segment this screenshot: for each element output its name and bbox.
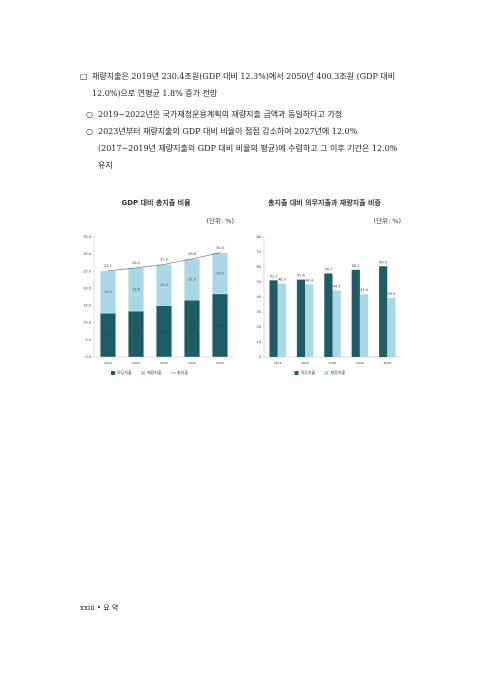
legend-label: 재량지출 [147, 369, 162, 375]
y-tick-label: 0.0 [85, 355, 91, 359]
x-tick-label: 2040 [356, 361, 364, 365]
bar [332, 290, 341, 357]
bar [269, 280, 278, 357]
main-text: 재량지출은 2019년 230.4조원(GDP 대비 12.3%)에서 2050… [92, 72, 396, 98]
value-label: 12.6 [132, 287, 140, 291]
y-tick-label: 20 [257, 325, 261, 329]
value-label: 55.7 [324, 267, 332, 271]
chart-title: 총지출 대비 의무지출과 재량지출 비중 [268, 198, 381, 207]
bullet-text: 2023년부터 재량지출의 GDP 대비 비율이 점점 감소하여 2027년에 … [98, 127, 398, 170]
legend-swatch [324, 371, 329, 375]
legend-label: 의무지출 [117, 369, 132, 375]
value-label: 41.9 [360, 288, 368, 292]
y-tick-label: 70 [257, 250, 261, 254]
value-label: 12.8 [104, 333, 112, 337]
value-label: 28.6 [188, 252, 196, 256]
x-tick-label: 2019 [104, 361, 112, 365]
legend-swatch [111, 371, 115, 375]
page-footer: xxiii • 요 약 [80, 604, 119, 612]
bullet-text: 2019~2022년은 국가재정운용계획의 재량지출 금액과 동일하다고 가정 [98, 110, 343, 119]
total-line [107, 252, 221, 272]
y-tick-label: 10.0 [83, 321, 91, 325]
bullet-item: ○ 2019~2022년은 국가재정운용계획의 재량지출 금액과 동일하다고 가… [86, 106, 406, 123]
value-label: 44.3 [333, 285, 341, 289]
y-tick-label: 5.0 [85, 338, 91, 342]
y-tick-label: 10 [257, 340, 261, 344]
bar [277, 283, 286, 357]
x-tick-label: 2030 [329, 361, 337, 365]
value-label: 16.6 [188, 327, 196, 331]
value-label: 51.1 [270, 274, 278, 278]
legend-label: 의무지출 [301, 369, 316, 375]
legend-swatch [294, 371, 299, 375]
x-tick-label: 2025 [301, 361, 309, 365]
legend-label: 재량지출 [331, 369, 346, 375]
value-label: 48.9 [278, 278, 286, 282]
box-bullet: □ [80, 72, 88, 81]
x-tick-label: 2050 [216, 361, 224, 365]
bar [351, 269, 360, 357]
unit-label: (단위: %) [374, 216, 401, 225]
bar [379, 266, 388, 357]
bar [324, 273, 333, 357]
value-label: 51.6 [297, 274, 305, 278]
bar [387, 297, 396, 357]
bar-segment [212, 252, 228, 295]
value-label: 25.1 [104, 264, 112, 268]
unit-label: (단위: %) [207, 216, 234, 225]
chart: 총지출 대비 의무지출과 재량지출 비중(단위: %)0102030405060… [257, 198, 401, 375]
circle-bullet: ○ [86, 110, 93, 119]
bar-segment [100, 270, 116, 314]
value-label: 18.4 [216, 323, 225, 327]
legend-label: 총지출 [177, 369, 188, 375]
circle-bullet: ○ [86, 127, 93, 136]
y-tick-label: 40 [257, 295, 261, 299]
x-tick-label: 2050 [383, 361, 391, 365]
bar [359, 294, 369, 357]
legend-swatch [141, 371, 145, 375]
chart: GDP 대비 총지출 비율 (단위: %) 0.0 5.0 10.0 15.0 20.0 25… [83, 198, 234, 375]
chart-title: GDP 대비 총지출 비율 [121, 198, 191, 207]
value-label: 12.0 [188, 278, 196, 282]
value-label: 12.3 [104, 290, 112, 294]
y-tick-label: 25.0 [83, 269, 91, 273]
value-label: 13.4 [132, 332, 141, 336]
value-label: 39.5 [388, 292, 396, 296]
value-label: 12.0 [160, 283, 168, 287]
value-label: 15.0 [160, 329, 168, 333]
y-tick-label: 80 [257, 235, 261, 239]
bar [296, 279, 306, 357]
bar [305, 284, 314, 357]
y-tick-label: 30.0 [83, 252, 91, 256]
y-tick-label: 50 [257, 280, 261, 284]
y-tick-label: 30 [257, 310, 261, 314]
x-tick-label: 2030 [160, 361, 168, 365]
y-tick-label: 15.0 [83, 304, 91, 308]
value-label: 60.5 [379, 260, 387, 264]
value-label: 26.0 [132, 261, 140, 265]
main-paragraph: □ 재량지출은 2019년 230.4조원(GDP 대비 12.3%)에서 20… [80, 68, 410, 102]
x-tick-label: 2025 [132, 361, 140, 365]
y-tick-label: 20.0 [83, 286, 91, 290]
value-label: 27.0 [160, 257, 168, 261]
bullet-item: ○ 2023년부터 재량지출의 GDP 대비 비율이 점점 감소하여 2027년… [86, 123, 406, 174]
value-label: 12.0 [216, 271, 224, 275]
x-tick-label: 2040 [188, 361, 196, 365]
value-label: 30.4 [216, 246, 225, 250]
value-label: 58.1 [352, 264, 360, 268]
y-tick-label: 60 [257, 265, 261, 269]
value-label: 48.4 [305, 278, 314, 282]
x-tick-label: 2019 [274, 361, 282, 365]
y-tick-label: 35.0 [83, 235, 91, 239]
y-tick-label: 0 [259, 355, 261, 359]
